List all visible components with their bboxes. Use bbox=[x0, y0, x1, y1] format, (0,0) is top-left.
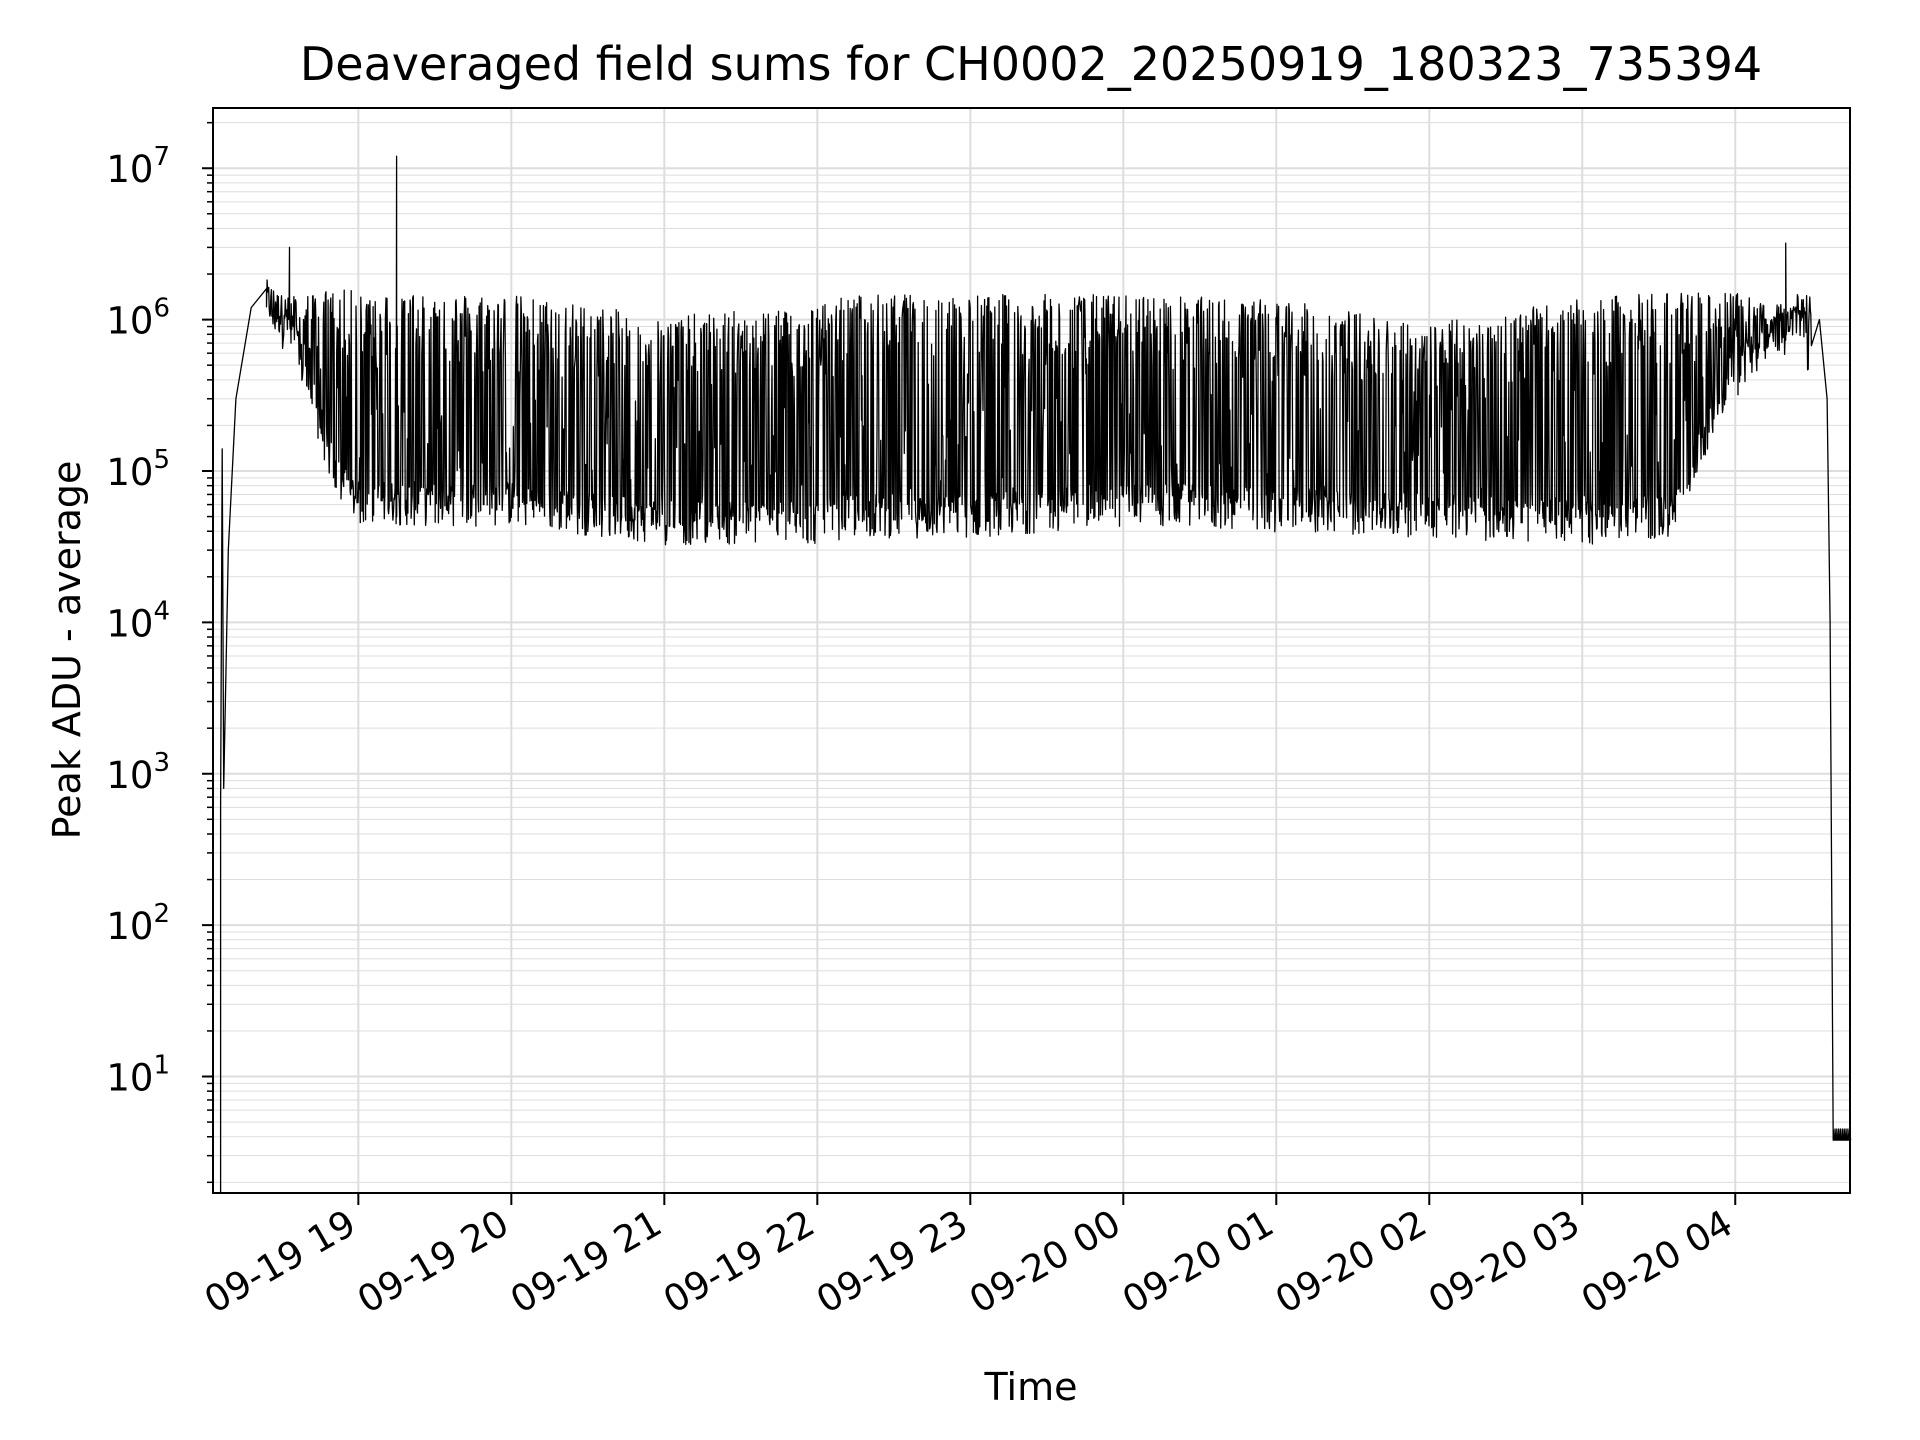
series-line bbox=[219, 155, 1852, 1193]
series-path bbox=[219, 155, 1852, 1193]
plot-frame bbox=[212, 107, 1851, 1194]
y-tick-label: 102 bbox=[106, 899, 170, 948]
grid bbox=[213, 108, 1850, 1193]
y-tick-label: 107 bbox=[106, 142, 170, 191]
y-tick-label: 106 bbox=[106, 294, 170, 343]
y-tick-label: 104 bbox=[106, 596, 170, 645]
x-axis-label: Time bbox=[984, 1365, 1078, 1409]
y-tick-label: 101 bbox=[106, 1051, 170, 1100]
y-tick-label: 103 bbox=[106, 748, 170, 797]
y-tick-label: 105 bbox=[106, 445, 170, 494]
chart-title: Deaveraged field sums for CH0002_2025091… bbox=[300, 37, 1762, 91]
y-axis-label: Peak ADU - average bbox=[45, 461, 89, 840]
y-axis: 101 102 103 104 105 106 107 bbox=[106, 121, 213, 1184]
